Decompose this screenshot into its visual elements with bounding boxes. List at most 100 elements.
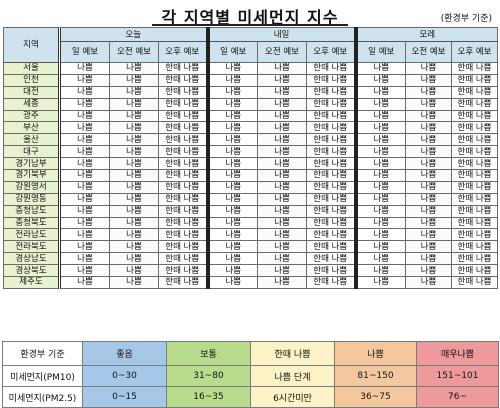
forecast-cell: 한때 나쁨 [157, 157, 209, 171]
forecast-cell: 한때 나쁨 [306, 157, 357, 171]
forecast-cell: 한때 나쁨 [306, 180, 357, 194]
forecast-cell: 나쁨 [58, 192, 110, 206]
forecast-cell: 나쁨 [205, 169, 259, 182]
table-row: 대전 나쁨 나쁨 한때 나쁨 나쁨 나쁨 한때 나쁨 나쁨 나쁨 한때 나쁨 [3, 85, 499, 99]
forecast-cell: 나쁨 [353, 216, 407, 230]
forecast-cell: 한때 나쁨 [451, 157, 499, 171]
forecast-cell: 나쁨 [257, 62, 308, 75]
forecast-cell: 나쁨 [58, 169, 110, 182]
forecast-cell: 나쁨 [109, 157, 159, 171]
forecast-cell: 한때 나쁨 [306, 85, 357, 99]
forecast-cell: 나쁨 [405, 169, 453, 182]
forecast-cell: 나쁨 [257, 252, 308, 266]
pm10-label: 미세먼지(PM10) [2, 365, 83, 387]
forecast-cell: 나쁨 [257, 121, 308, 135]
forecast-cell: 한때 나쁨 [451, 180, 499, 194]
forecast-cell: 한때 나쁨 [451, 204, 499, 218]
forecast-cell: 나쁨 [257, 192, 308, 206]
forecast-cell: 나쁨 [109, 145, 159, 159]
forecast-cell: 나쁨 [109, 216, 159, 230]
forecast-cell: 나쁨 [109, 204, 159, 218]
forecast-cell: 나쁨 [109, 109, 159, 123]
forecast-cell: 나쁨 [205, 252, 259, 266]
forecast-cell: 나쁨 [109, 228, 159, 242]
forecast-cell: 나쁨 [205, 216, 259, 230]
forecast-cell: 나쁨 [353, 169, 407, 182]
forecast-cell: 나쁨 [353, 264, 407, 278]
forecast-cell: 나쁨 [257, 133, 308, 147]
standard-legend-table: 환경부 기준 좋음 보통 한때 나쁨 나쁨 매우나쁨 미세먼지(PM10) 0~… [2, 341, 499, 408]
forecast-cell: 나쁨 [205, 73, 259, 87]
subcolumn-header: 일 예보 [58, 41, 110, 63]
forecast-cell: 나쁨 [405, 97, 453, 111]
forecast-cell: 나쁨 [353, 192, 407, 206]
table-row: 경기북부 나쁨 나쁨 한때 나쁨 나쁨 나쁨 한때 나쁨 나쁨 나쁨 한때 나쁨 [3, 169, 499, 182]
forecast-cell: 나쁨 [205, 180, 259, 194]
forecast-cell: 한때 나쁨 [306, 109, 357, 123]
forecast-cell: 한때 나쁨 [306, 97, 357, 111]
forecast-cell: 나쁨 [405, 264, 453, 278]
day-header-after-tomorrow: 모레 [353, 27, 499, 42]
forecast-cell: 나쁨 [109, 252, 159, 266]
forecast-cell: 한때 나쁨 [157, 109, 209, 123]
forecast-cell: 한때 나쁨 [306, 192, 357, 206]
region-name: 부산 [3, 121, 60, 135]
forecast-cell: 한때 나쁨 [451, 264, 499, 278]
forecast-cell: 한때 나쁨 [306, 240, 357, 254]
table-row: 경상남도 나쁨 나쁨 한때 나쁨 나쁨 나쁨 한때 나쁨 나쁨 나쁨 한때 나쁨 [3, 252, 499, 266]
forecast-cell: 나쁨 [109, 192, 159, 206]
forecast-cell: 한때 나쁨 [306, 264, 357, 278]
forecast-cell: 한때 나쁨 [451, 169, 499, 182]
forecast-cell: 나쁨 [353, 121, 407, 135]
forecast-cell: 한때 나쁨 [157, 204, 209, 218]
forecast-cell: 나쁨 [405, 109, 453, 123]
forecast-cell: 나쁨 [205, 62, 259, 75]
forecast-cell: 나쁨 [109, 133, 159, 147]
dust-forecast-table: 지역 오늘 내일 모레 일 예보 오전 예보 오후 예보 일 예보 오전 예보 … [3, 27, 499, 289]
forecast-cell: 한때 나쁨 [451, 62, 499, 75]
region-name: 강원영서 [3, 180, 60, 194]
caution-line-1: 나쁨 단계 [274, 372, 311, 383]
region-name: 광주 [3, 109, 60, 123]
forecast-cell: 한때 나쁨 [451, 276, 499, 289]
region-name: 경상북도 [3, 264, 60, 278]
region-name: 인천 [3, 73, 60, 87]
forecast-cell: 나쁨 [205, 85, 259, 99]
region-name: 울산 [3, 133, 60, 147]
forecast-cell: 한때 나쁨 [157, 62, 209, 75]
forecast-cell: 한때 나쁨 [157, 192, 209, 206]
forecast-cell: 나쁨 [257, 204, 308, 218]
forecast-cell: 나쁨 [405, 252, 453, 266]
forecast-cell: 나쁨 [405, 62, 453, 75]
table-row: 세종 나쁨 나쁨 한때 나쁨 나쁨 나쁨 한때 나쁨 나쁨 나쁨 한때 나쁨 [3, 97, 499, 111]
pm10-normal-range: 31~80 [166, 365, 251, 387]
forecast-cell: 나쁨 [109, 97, 159, 111]
forecast-cell: 한때 나쁨 [451, 145, 499, 159]
day-header-today: 오늘 [57, 27, 209, 42]
forecast-cell: 나쁨 [109, 180, 159, 194]
legend-header-row: 환경부 기준 좋음 보통 한때 나쁨 나쁨 매우나쁨 [2, 341, 499, 366]
forecast-cell: 한때 나쁨 [451, 216, 499, 230]
subcolumn-header: 오전 예보 [257, 41, 308, 63]
forecast-cell: 나쁨 [353, 145, 407, 159]
forecast-cell: 한때 나쁨 [157, 228, 209, 242]
pm10-very-bad-range: 151~101 [416, 365, 499, 387]
table-row: 부산 나쁨 나쁨 한때 나쁨 나쁨 나쁨 한때 나쁨 나쁨 나쁨 한때 나쁨 [3, 121, 499, 135]
subcolumn-header: 일 예보 [353, 41, 407, 63]
subcolumn-header: 오전 예보 [109, 41, 159, 63]
forecast-cell: 나쁨 [58, 109, 110, 123]
table-row: 충청북도 나쁨 나쁨 한때 나쁨 나쁨 나쁨 한때 나쁨 나쁨 나쁨 한때 나쁨 [3, 216, 499, 230]
forecast-cell: 나쁨 [257, 97, 308, 111]
forecast-cell: 나쁨 [205, 240, 259, 254]
page-title: 각 지역별 미세먼지 지수 [161, 8, 339, 27]
forecast-cell: 한때 나쁨 [451, 133, 499, 147]
forecast-cell: 한때 나쁨 [451, 97, 499, 111]
forecast-cell: 나쁨 [109, 276, 159, 289]
table-row: 강원영동 나쁨 나쁨 한때 나쁨 나쁨 나쁨 한때 나쁨 나쁨 나쁨 한때 나쁨 [3, 192, 499, 206]
forecast-cell: 한때 나쁨 [157, 180, 209, 194]
forecast-cell: 나쁨 [58, 180, 110, 194]
forecast-cell: 나쁨 [257, 145, 308, 159]
pm10-good-range: 0~30 [82, 365, 167, 387]
region-name: 대구 [3, 145, 60, 159]
forecast-cell: 한때 나쁨 [157, 145, 209, 159]
